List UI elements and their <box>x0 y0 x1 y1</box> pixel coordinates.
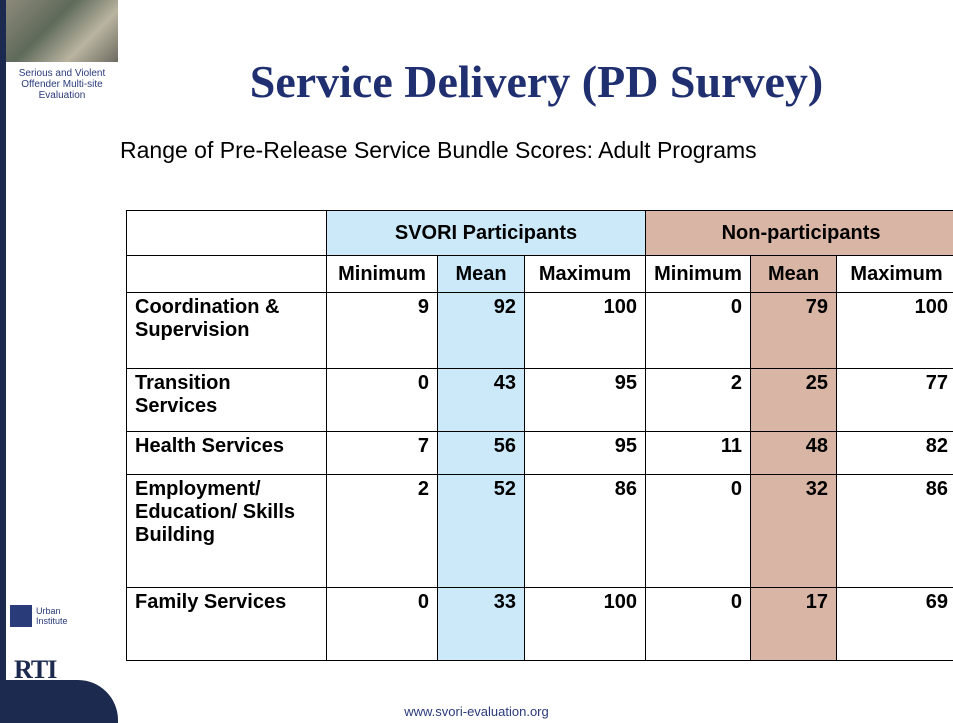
value-cell: 82 <box>836 431 953 475</box>
sidebar <box>0 0 118 723</box>
table-row: Health Services 7 56 95 11 48 82 <box>126 431 953 475</box>
value-cell: 0 <box>645 587 752 661</box>
value-cell: 77 <box>836 368 953 432</box>
value-cell: 52 <box>437 474 525 588</box>
empty-cell <box>126 210 327 256</box>
subtitle: Range of Pre-Release Service Bundle Scor… <box>120 137 757 163</box>
group-header: SVORI Participants <box>325 210 647 256</box>
value-cell: 0 <box>645 292 752 369</box>
row-label: Employment/ Education/ Skills Building <box>126 474 327 588</box>
value-cell: 100 <box>523 292 647 369</box>
sidebar-corner <box>0 680 118 723</box>
row-label: Transition Services <box>126 368 327 432</box>
logo: Urban Institute <box>10 605 68 627</box>
table-row: Family Services 0 33 100 0 17 69 <box>126 587 953 661</box>
project-name: Serious and Violent Offender Multi-site … <box>18 68 106 101</box>
value-cell: 0 <box>645 474 752 588</box>
table-row: Transition Services 0 43 95 2 25 77 <box>126 368 953 432</box>
value-cell: 69 <box>836 587 953 661</box>
value-cell: 48 <box>750 431 838 475</box>
value-cell: 0 <box>326 587 438 661</box>
empty-cell <box>126 255 327 293</box>
value-cell: 17 <box>750 587 838 661</box>
value-cell: 9 <box>326 292 438 369</box>
value-cell: 2 <box>645 368 752 432</box>
value-cell: 95 <box>523 368 647 432</box>
value-cell: 0 <box>326 368 438 432</box>
value-cell: 7 <box>326 431 438 475</box>
value-cell: 100 <box>523 587 647 661</box>
footer: www.svori-evaluation.org <box>404 704 549 719</box>
value-cell: 79 <box>750 292 838 369</box>
value-cell: 100 <box>836 292 953 369</box>
table: SVORI Participants Non-participants Minimu… <box>126 210 953 661</box>
logo-text: Urban Institute <box>36 606 68 626</box>
column-header: Maximum <box>836 255 953 293</box>
value-cell: 32 <box>750 474 838 588</box>
value-cell: 95 <box>523 431 647 475</box>
column-header: Mean <box>750 255 838 293</box>
value-cell: 86 <box>523 474 647 588</box>
logo: RTI <box>14 655 57 684</box>
column-header: Minimum <box>645 255 752 293</box>
row-label: Health Services <box>126 431 327 475</box>
title: Service Delivery (PD Survey) <box>249 56 824 107</box>
row-label: Coordination & Supervision <box>126 292 327 369</box>
column-header: Minimum <box>326 255 438 293</box>
table-row: SVORI Participants Non-participants <box>126 210 953 256</box>
table-row: Coordination & Supervision 9 92 100 0 79 100 <box>126 292 953 369</box>
row-label: Family Services <box>126 587 327 661</box>
value-cell: 86 <box>836 474 953 588</box>
value-cell: 33 <box>437 587 525 661</box>
value-cell: 92 <box>437 292 525 369</box>
group-header: Non-participants <box>645 210 953 256</box>
value-cell: 2 <box>326 474 438 588</box>
table-row: Employment/ Education/ Skills Building 2 5… <box>126 474 953 588</box>
value-cell: 43 <box>437 368 525 432</box>
column-header: Maximum <box>523 255 647 293</box>
column-header: Mean <box>437 255 525 293</box>
value-cell: 56 <box>437 431 525 475</box>
value-cell: 25 <box>750 368 838 432</box>
table-row: Minimum Mean Maximum Minimum Mean Maximum <box>126 255 953 293</box>
value-cell: 11 <box>645 431 752 475</box>
photo <box>6 0 118 62</box>
